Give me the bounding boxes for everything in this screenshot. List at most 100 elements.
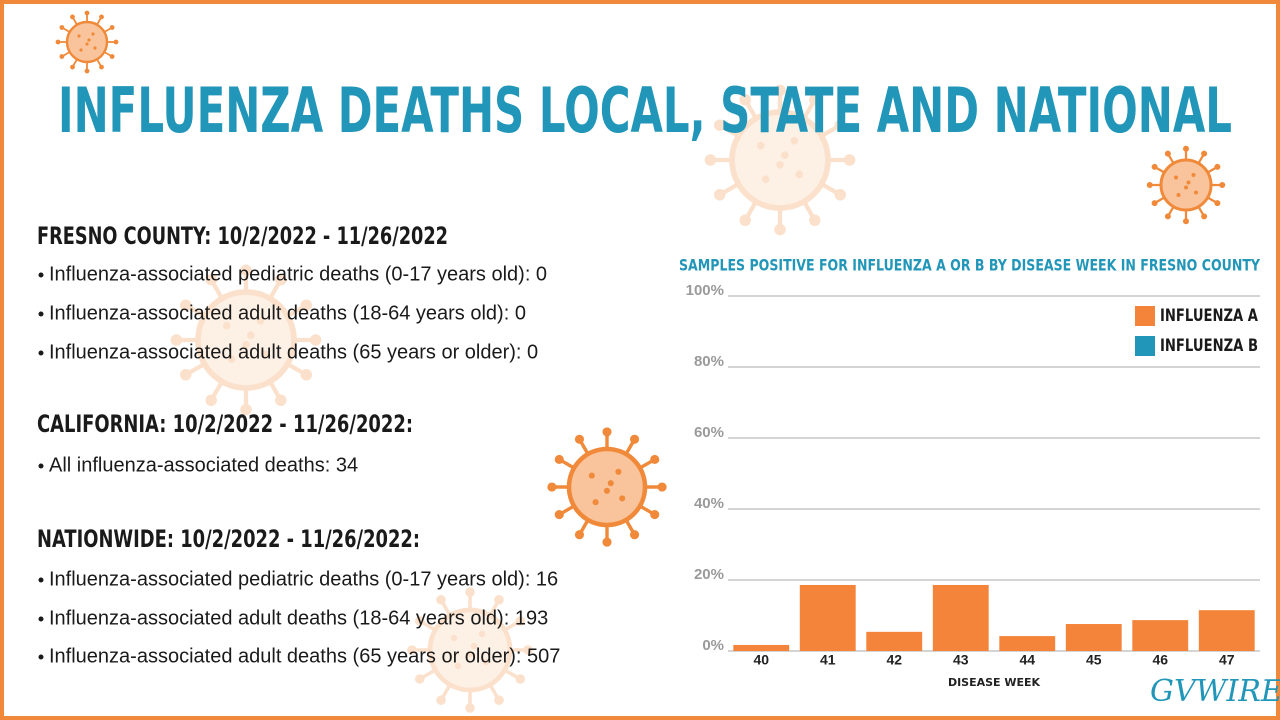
decorations <box>55 10 1226 713</box>
virus-spike <box>286 362 308 377</box>
virus-knob <box>834 189 847 201</box>
virus-dot <box>222 321 231 330</box>
section-heading: NATIONWIDE: 10/2/2022 - 11/26/2022: <box>37 525 420 553</box>
section-heading: FRESNO COUNTY: 10/2/2022 - 11/26/2022 <box>37 222 448 250</box>
x-axis-label: DISEASE WEEK <box>948 676 1041 689</box>
virus-knob <box>70 64 75 70</box>
bullet <box>38 311 44 317</box>
virus-knob <box>554 509 564 520</box>
virus-knob <box>84 10 90 16</box>
virus-dot <box>478 630 486 638</box>
virus-spike <box>184 362 206 377</box>
virus-spike <box>439 683 452 702</box>
virus-knob <box>1214 163 1221 170</box>
y-tick-label: 80% <box>694 353 724 370</box>
virus-dot <box>1191 173 1196 177</box>
virus-spike <box>718 182 740 197</box>
virus-dot <box>87 38 91 42</box>
x-tick-label: 45 <box>1086 652 1102 668</box>
virus-body <box>427 607 513 693</box>
virus-knob <box>713 119 726 131</box>
virus-knob <box>494 695 504 706</box>
virus-dot <box>1174 175 1178 180</box>
virus-knob <box>657 482 667 492</box>
virus-knob <box>739 93 751 106</box>
virus-knob <box>70 14 75 20</box>
virus-knob <box>809 93 821 106</box>
virus-dot <box>619 495 626 502</box>
virus-knob <box>240 403 252 416</box>
virus-knob <box>300 299 313 311</box>
virus-knob <box>414 616 425 626</box>
legend-label: INFLUENZA A <box>1160 306 1259 326</box>
virus-dot <box>242 340 250 349</box>
bullet <box>38 272 44 278</box>
virus-dot <box>470 642 478 650</box>
virus-knob <box>179 299 192 311</box>
virus-knob <box>407 645 417 655</box>
bullet <box>38 616 44 622</box>
virus-knob <box>1151 200 1158 207</box>
virus-knob <box>179 369 192 381</box>
legend-swatch <box>1135 336 1155 356</box>
bullet-text: Influenza-associated pediatric deaths (0… <box>49 568 558 590</box>
virus-dot <box>795 170 804 179</box>
virus-icon <box>407 587 533 713</box>
virus-knob <box>55 39 61 45</box>
x-tick-label: 43 <box>953 652 969 668</box>
y-tick-label: 60% <box>694 424 724 441</box>
virus-knob <box>436 695 446 706</box>
virus-spike <box>439 598 452 617</box>
x-tick-label: 42 <box>886 652 902 668</box>
logo: GVWIRE <box>1150 674 1280 709</box>
virus-dot <box>592 499 599 506</box>
virus-spike <box>743 200 758 222</box>
bullet-text: All influenza-associated deaths: 34 <box>49 454 358 476</box>
virus-spike <box>718 123 740 138</box>
virus-knob <box>739 214 751 227</box>
virus-body <box>729 109 831 211</box>
virus-knob <box>629 434 640 444</box>
bullet <box>38 654 44 660</box>
virus-knob <box>170 334 183 346</box>
virus-knob <box>574 530 585 540</box>
virus-knob <box>843 154 856 166</box>
virus-knob <box>713 189 726 201</box>
y-tick-label: 0% <box>702 637 724 654</box>
virus-knob <box>1214 200 1221 207</box>
virus-dot <box>607 480 614 487</box>
virus-knob <box>84 68 90 74</box>
virus-spike <box>503 668 522 681</box>
virus-knob <box>515 674 526 684</box>
y-tick-label: 40% <box>694 495 724 512</box>
y-tick-label: 20% <box>694 566 724 583</box>
virus-dot <box>93 46 97 50</box>
virus-knob <box>574 434 585 444</box>
virus-dot <box>77 34 81 38</box>
virus-knob <box>99 14 104 20</box>
virus-spike <box>488 683 501 702</box>
virus-spike <box>418 619 437 632</box>
virus-knob <box>515 616 526 626</box>
virus-knob <box>704 154 717 166</box>
bullet-text: Influenza-associated adult deaths (65 ye… <box>49 645 560 667</box>
virus-knob <box>414 674 425 684</box>
page-title: INFLUENZA DEATHS LOCAL, STATE AND NATION… <box>58 74 1232 147</box>
virus-spike <box>820 182 842 197</box>
virus-knob <box>109 54 115 59</box>
virus-spike <box>503 619 522 632</box>
virus-icon <box>170 264 322 416</box>
virus-knob <box>1151 163 1158 170</box>
virus-knob <box>309 334 322 346</box>
virus-knob <box>205 273 217 286</box>
virus-spike <box>743 98 758 120</box>
virus-knob <box>629 530 640 540</box>
virus-body <box>195 289 297 391</box>
virus-dot <box>776 160 784 169</box>
virus-body <box>566 446 648 528</box>
virus-spike <box>268 380 283 402</box>
x-tick-label: 41 <box>820 652 836 668</box>
virus-knob <box>99 64 104 70</box>
virus-knob <box>1201 150 1208 157</box>
